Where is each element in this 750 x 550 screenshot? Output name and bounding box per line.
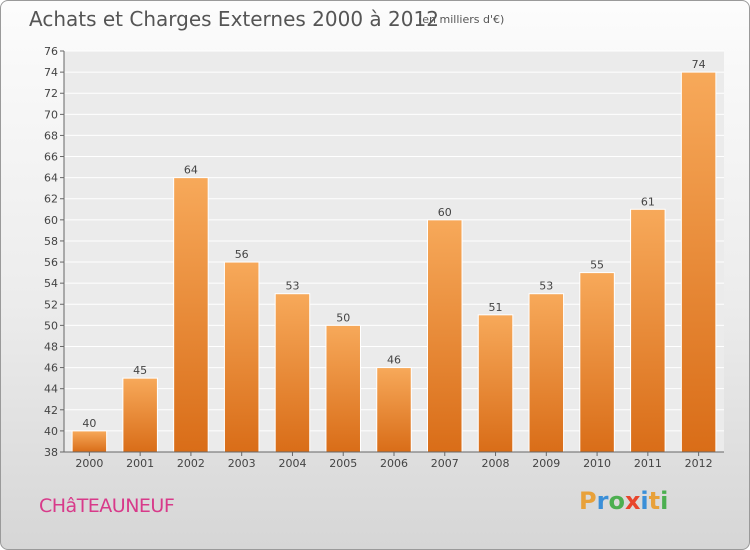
bar-2002 (173, 177, 209, 453)
x-tick-label: 2009 (532, 457, 560, 470)
logo-letter: x (624, 487, 641, 515)
chart-title: Achats et Charges Externes 2000 à 2012 (29, 7, 439, 31)
y-tick-label: 38 (44, 446, 58, 459)
logo-letter: i (660, 487, 669, 515)
y-tick-label: 64 (44, 172, 58, 185)
bar-2004 (274, 293, 311, 453)
y-tick-label: 68 (44, 129, 58, 142)
x-tick-label: 2010 (583, 457, 611, 470)
data-label: 40 (82, 417, 96, 430)
x-tick-label: 2001 (126, 457, 154, 470)
city-name: CHâTEAUNEUF (39, 495, 175, 517)
bar-2006 (376, 367, 412, 453)
x-tick-label: 2002 (177, 457, 205, 470)
data-label: 64 (184, 164, 198, 177)
y-tick-label: 72 (44, 87, 58, 100)
bar-2008 (477, 314, 514, 453)
data-label: 56 (235, 248, 249, 261)
data-label: 61 (641, 195, 655, 208)
proxiti-logo[interactable]: Proxiti (579, 487, 668, 515)
bar-2009 (528, 293, 565, 453)
y-tick-label: 40 (44, 425, 58, 438)
unit-note: (en milliers d'€) (418, 13, 505, 26)
logo-letter: o (608, 487, 625, 515)
y-tick-label: 66 (44, 151, 58, 164)
y-tick-label: 52 (44, 298, 58, 311)
bar-2000 (71, 430, 108, 453)
x-tick-label: 2011 (634, 457, 662, 470)
x-tick-label: 2012 (685, 457, 713, 470)
logo-letter: r (596, 487, 609, 515)
y-tick-label: 56 (44, 256, 58, 269)
data-label: 51 (489, 301, 503, 314)
data-label: 53 (539, 280, 553, 293)
y-tick-label: 44 (44, 383, 58, 396)
data-label: 55 (590, 259, 604, 272)
bar-2003 (223, 261, 260, 453)
y-tick-label: 76 (44, 45, 58, 58)
bar-2005 (325, 324, 361, 453)
data-label: 46 (387, 354, 401, 367)
y-tick-label: 46 (44, 362, 58, 375)
y-tick-label: 60 (44, 214, 58, 227)
logo-letter: i (640, 487, 649, 515)
bar-2001 (122, 377, 158, 453)
bar-2010 (579, 272, 615, 453)
logo-letter: t (648, 487, 661, 515)
x-tick-label: 2005 (329, 457, 357, 470)
data-label: 74 (692, 58, 706, 71)
y-tick-label: 48 (44, 340, 58, 353)
x-tick-label: 2000 (75, 457, 103, 470)
y-tick-label: 70 (44, 108, 58, 121)
x-tick-label: 2007 (431, 457, 459, 470)
x-tick-label: 2004 (278, 457, 306, 470)
x-tick-label: 2008 (482, 457, 510, 470)
data-label: 50 (336, 311, 350, 324)
bar-2011 (630, 208, 666, 453)
y-tick-label: 58 (44, 235, 58, 248)
x-tick-label: 2003 (228, 457, 256, 470)
y-tick-label: 62 (44, 193, 58, 206)
data-label: 53 (285, 280, 299, 293)
logo-letter: P (579, 487, 597, 515)
y-tick-label: 74 (44, 66, 58, 79)
bar-2012 (680, 71, 717, 453)
y-tick-label: 50 (44, 319, 58, 332)
data-label: 60 (438, 206, 452, 219)
y-tick-label: 54 (44, 277, 58, 290)
data-label: 45 (133, 364, 147, 377)
bar-2007 (427, 219, 463, 453)
x-tick-label: 2006 (380, 457, 408, 470)
y-tick-label: 42 (44, 404, 58, 417)
